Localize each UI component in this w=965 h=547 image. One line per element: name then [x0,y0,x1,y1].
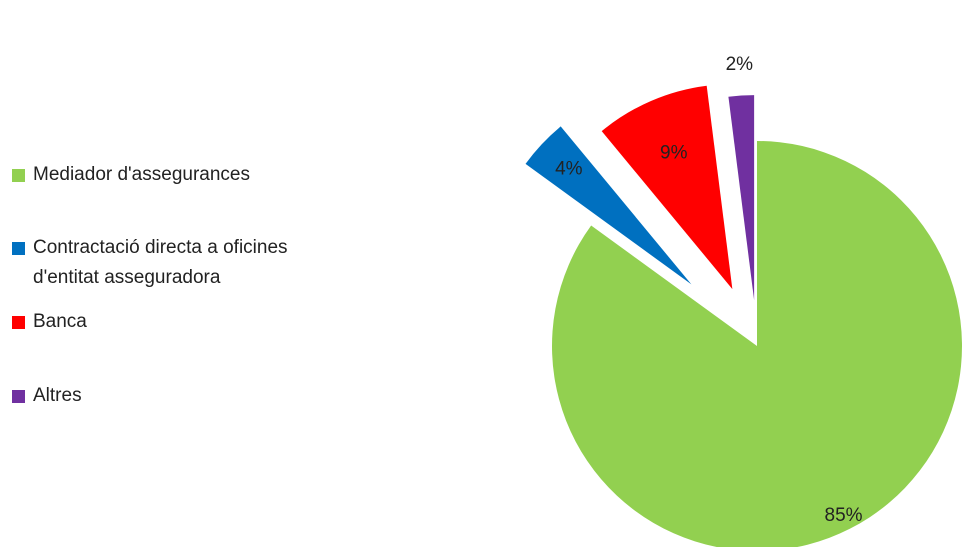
data-label: 2% [726,54,754,75]
pie-slices [525,85,962,547]
legend-label: d'entitat asseguradora [33,267,221,288]
legend-swatch [12,242,25,255]
data-label: 9% [660,143,688,164]
data-label: 85% [825,505,863,526]
legend-label: Mediador d'assegurances [33,164,250,185]
legend-label: Banca [33,311,87,332]
pie-slice [525,126,692,285]
data-label: 4% [555,158,583,179]
legend-label: Altres [33,385,82,406]
legend-swatch [12,390,25,403]
legend-label: Contractació directa a oficines [33,237,288,258]
legend: Mediador d'assegurances Contractació dire… [12,164,288,406]
pie-slice [601,85,733,290]
pie-slice [728,95,755,301]
data-labels: 85% 4% 9% 2% [555,54,863,526]
pie-slice [552,141,962,547]
legend-swatch [12,316,25,329]
legend-swatch [12,169,25,182]
